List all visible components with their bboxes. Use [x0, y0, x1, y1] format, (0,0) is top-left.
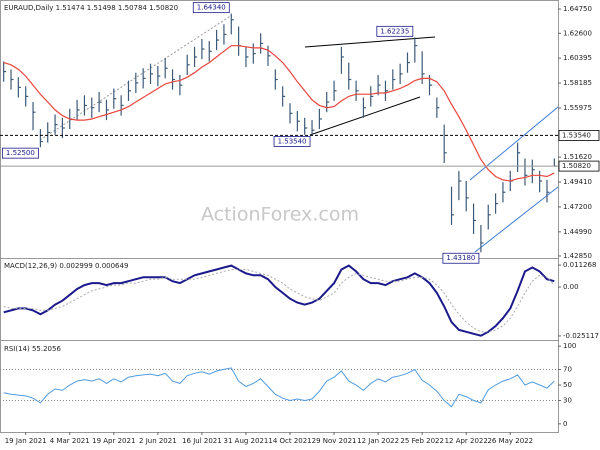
indicator-line: [3, 264, 555, 337]
x-tick-label: 2 Jun 2021: [139, 437, 177, 445]
x-tick-label: 12 Apr 2022: [445, 437, 488, 445]
y-tick-label: 1.49410: [563, 178, 592, 186]
y-tick-label: 0: [563, 420, 567, 428]
y-tick-label: -0.025117: [563, 332, 599, 340]
trend-line: [309, 96, 421, 136]
annotation-label: 1.64340: [197, 4, 226, 12]
price-title: EURAUD,Daily 1.51474 1.51498 1.50784 1.5…: [4, 4, 178, 12]
annotation-label: 1.62235: [380, 27, 409, 35]
rsi-panel: [0, 340, 559, 433]
y-tick-label: 1.60395: [563, 54, 592, 62]
y-tick-label: 70: [563, 365, 572, 373]
moving-average: [3, 45, 555, 182]
y-tick-label: 1.44990: [563, 228, 592, 236]
rsi-title: RSI(14) 55.2056: [4, 345, 61, 353]
watermark: ActionForex.com: [201, 204, 359, 226]
x-tick-label: 25 Feb 2022: [400, 437, 444, 445]
y-tick-label: 100: [563, 342, 576, 350]
x-tick-label: 16 Jul 2021: [182, 437, 222, 445]
x-tick-label: 29 Nov 2021: [312, 437, 357, 445]
indicator-line: [3, 269, 555, 333]
x-tick-label: 26 May 2022: [487, 437, 533, 445]
x-tick-label: 31 Aug 2021: [224, 437, 269, 445]
annotation-box: [192, 2, 230, 14]
annotation-box: [442, 252, 480, 264]
y-tick-label: 1.58185: [563, 79, 592, 87]
macd-title: MACD(12,26,9) 0.002999 0.000649: [4, 262, 128, 270]
annotation-label: 1.52500: [6, 149, 35, 157]
y-tick-label: 1.42850: [563, 252, 592, 260]
price-line-box: [558, 160, 600, 172]
y-tick-label: 1.62600: [563, 29, 592, 37]
x-tick-label: 19 Apr 2021: [92, 437, 135, 445]
annotation-label: 1.53540: [278, 137, 307, 145]
x-tick-label: 19 Jan 2021: [5, 437, 47, 445]
annotation-box: [376, 25, 414, 37]
x-tick-label: 4 Mar 2021: [50, 437, 90, 445]
indicator-line: [3, 367, 555, 408]
channel-line: [474, 186, 559, 253]
channel-line: [469, 106, 559, 181]
y-tick-label: 0.00: [563, 283, 579, 291]
y-tick-label: 30: [563, 397, 572, 405]
y-tick-label: 1.55975: [563, 104, 592, 112]
annotation-label: 1.43180: [446, 254, 475, 262]
trend-line: [304, 36, 436, 48]
x-tick-label: 14 Oct 2021: [268, 437, 311, 445]
y-tick-label: 1.47200: [563, 203, 592, 211]
y-tick-label: 0.011268: [563, 261, 596, 269]
y-tick-label: 1.64750: [563, 5, 592, 13]
price-line-label: 1.53540: [562, 131, 591, 139]
annotation-box: [1, 147, 39, 159]
y-tick-label: 50: [563, 381, 572, 389]
x-tick-label: 12 Jan 2022: [357, 437, 399, 445]
price-line-box: [558, 130, 600, 141]
y-tick-label: 1.51620: [563, 153, 592, 161]
price-line-label: 1.50820: [562, 162, 591, 170]
annotation-box: [273, 136, 311, 147]
